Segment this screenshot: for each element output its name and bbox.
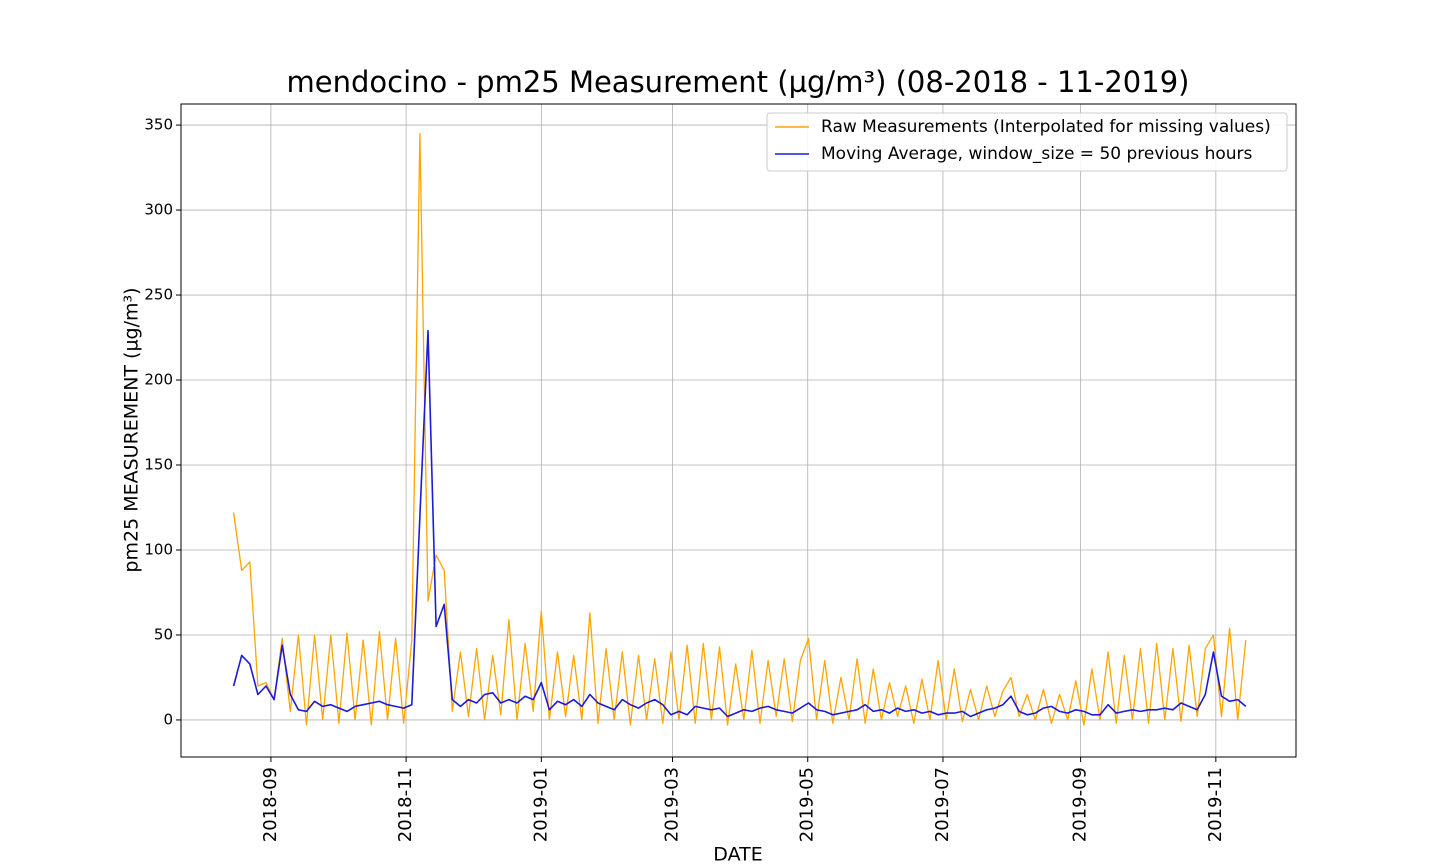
y-tick-label: 300 bbox=[144, 201, 173, 219]
series-line bbox=[232, 132, 1247, 726]
y-tick-label: 150 bbox=[144, 456, 173, 474]
x-tick-label: 2019-03 bbox=[662, 767, 683, 842]
legend-box bbox=[766, 112, 1288, 172]
y-tick-label: 200 bbox=[144, 371, 173, 389]
x-tick-label: 2018-09 bbox=[260, 767, 281, 842]
y-tick-label: 50 bbox=[154, 625, 173, 643]
y-axis-label: pm25 MEASUREMENT (µg/m³) bbox=[121, 287, 143, 572]
x-tick-label: 2019-11 bbox=[1205, 767, 1226, 842]
series-line bbox=[232, 329, 1247, 718]
x-tick-label: 2019-09 bbox=[1070, 767, 1091, 842]
x-tick-label: 2018-11 bbox=[395, 767, 416, 842]
legend-label: Moving Average, window_size = 50 previou… bbox=[821, 144, 1253, 164]
legend: Raw Measurements (Interpolated for missi… bbox=[766, 112, 1288, 172]
plot-frame bbox=[180, 103, 1297, 758]
y-tick-label: 0 bbox=[163, 710, 173, 728]
y-tick-label: 250 bbox=[144, 286, 173, 304]
y-tick-label: 100 bbox=[144, 540, 173, 558]
y-tick-label: 350 bbox=[144, 116, 173, 134]
x-tick-label: 2019-05 bbox=[797, 767, 818, 842]
x-tick-label: 2019-07 bbox=[932, 767, 953, 842]
x-tick-label: 2019-01 bbox=[530, 767, 551, 842]
chart-title: mendocino - pm25 Measurement (µg/m³) (08… bbox=[287, 65, 1190, 99]
x-axis-label: DATE bbox=[713, 844, 762, 864]
legend-label: Raw Measurements (Interpolated for missi… bbox=[821, 117, 1271, 137]
